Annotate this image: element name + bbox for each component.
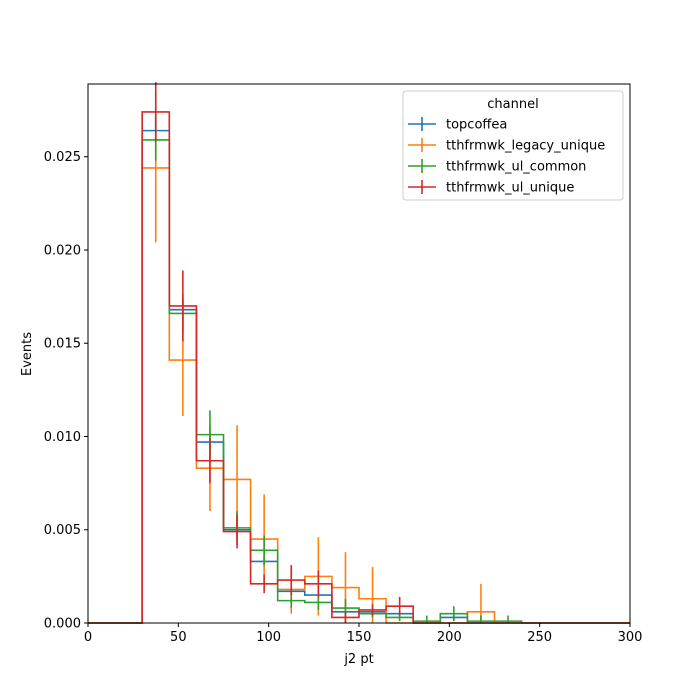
x-tick-label: 250 [527,630,552,645]
legend-label: topcoffea [446,118,507,133]
legend-entries: topcoffea tthfrmwk_legacy_unique tthfrmwk_… [408,117,605,196]
legend-label: tthfrmwk_legacy_unique [446,139,605,154]
legend-frame [402,90,624,201]
y-tick-label: 0.000 [44,617,81,632]
plot-area [87,82,631,624]
y-tick-label: 0.020 [44,243,81,258]
y-axis-label: Events [20,332,35,376]
legend-entry: tthfrmwk_legacy_unique [408,138,605,154]
x-tick-label: 200 [437,630,462,645]
legend-title: channel [487,97,538,112]
x-axis-ticks: 0 50 100 150 200 250 300 [84,623,643,645]
legend-label: tthfrmwk_ul_common [446,160,586,175]
x-tick-label: 0 [84,630,92,645]
y-tick-label: 0.015 [44,337,81,352]
y-tick-label: 0.010 [44,430,81,445]
legend-entry: tthfrmwk_ul_common [408,159,586,175]
x-tick-label: 150 [347,630,372,645]
series-step-line [88,167,630,624]
x-tick-label: 50 [170,630,187,645]
legend-entry: tthfrmwk_ul_unique [408,180,574,196]
legend: channel topcoffeatthfrmwk_legacy_uniquet… [402,90,624,201]
legend-entry: topcoffea [408,117,507,133]
y-axis-ticks: 0.000 0.005 0.010 0.015 0.020 0.025 [44,150,88,632]
y-tick-label: 0.005 [44,523,81,538]
x-tick-label: 100 [256,630,281,645]
x-tick-label: 300 [618,630,643,645]
x-axis-label: j2 pt [343,652,373,667]
y-tick-label: 0.025 [44,150,81,165]
legend-label: tthfrmwk_ul_unique [446,181,574,196]
